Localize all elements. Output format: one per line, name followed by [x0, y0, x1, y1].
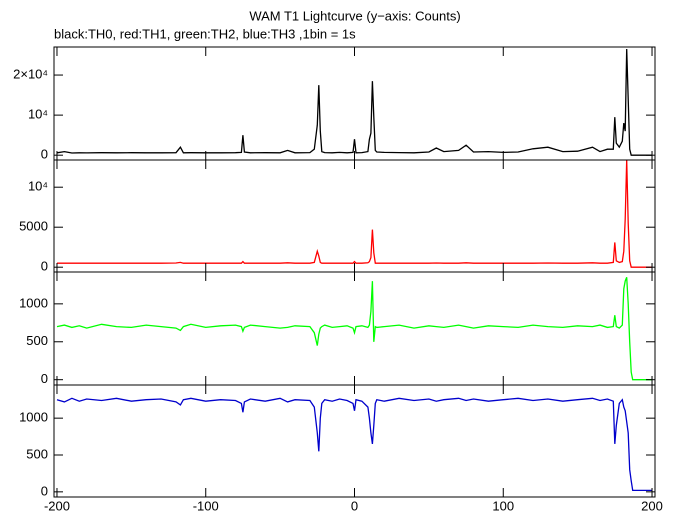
x-tick-label: 200 [641, 498, 663, 513]
chart-subtitle: black:TH0, red:TH1, green:TH2, blue:TH3 … [54, 26, 356, 41]
y-tick-label: 0 [41, 483, 48, 498]
panel-frame [53, 271, 656, 386]
x-tick-label: -200 [44, 498, 70, 513]
y-tick-label: 10⁴ [28, 107, 48, 122]
y-tick-label: 5000 [19, 219, 48, 234]
panel-frame [53, 384, 656, 498]
y-tick-label: 0 [41, 147, 48, 162]
x-tick-label: -100 [193, 498, 219, 513]
light-curve [56, 397, 652, 492]
x-tick-label: 100 [492, 498, 514, 513]
y-tick-label: 0 [41, 259, 48, 274]
light-curve [56, 277, 652, 381]
y-tick-label: 500 [26, 446, 48, 461]
y-tick-label: 1000 [19, 410, 48, 425]
y-tick-label: 0 [41, 371, 48, 386]
panel-frame [53, 159, 656, 273]
light-curve [56, 48, 652, 156]
y-tick-label: 10⁴ [28, 179, 48, 194]
y-tick-label: 500 [26, 333, 48, 348]
chart-title: WAM T1 Lightcurve (y−axis: Counts) [249, 8, 460, 23]
y-tick-label: 2×10⁴ [13, 66, 48, 81]
light-curve [57, 159, 652, 268]
y-tick-label: 1000 [19, 295, 48, 310]
x-tick-label: 0 [351, 498, 358, 513]
